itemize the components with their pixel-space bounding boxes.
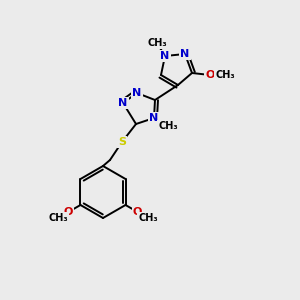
Text: CH₃: CH₃: [138, 213, 158, 223]
Text: N: N: [132, 88, 142, 98]
Text: CH₃: CH₃: [147, 38, 167, 48]
Text: O: O: [64, 207, 73, 217]
Text: O: O: [205, 70, 215, 80]
Text: CH₃: CH₃: [215, 70, 235, 80]
Text: N: N: [118, 98, 127, 108]
Text: CH₃: CH₃: [158, 121, 178, 131]
Text: CH₃: CH₃: [48, 213, 68, 223]
Text: N: N: [160, 51, 169, 61]
Text: S: S: [118, 137, 126, 147]
Text: N: N: [180, 49, 190, 59]
Text: O: O: [133, 207, 142, 217]
Text: N: N: [149, 113, 159, 123]
